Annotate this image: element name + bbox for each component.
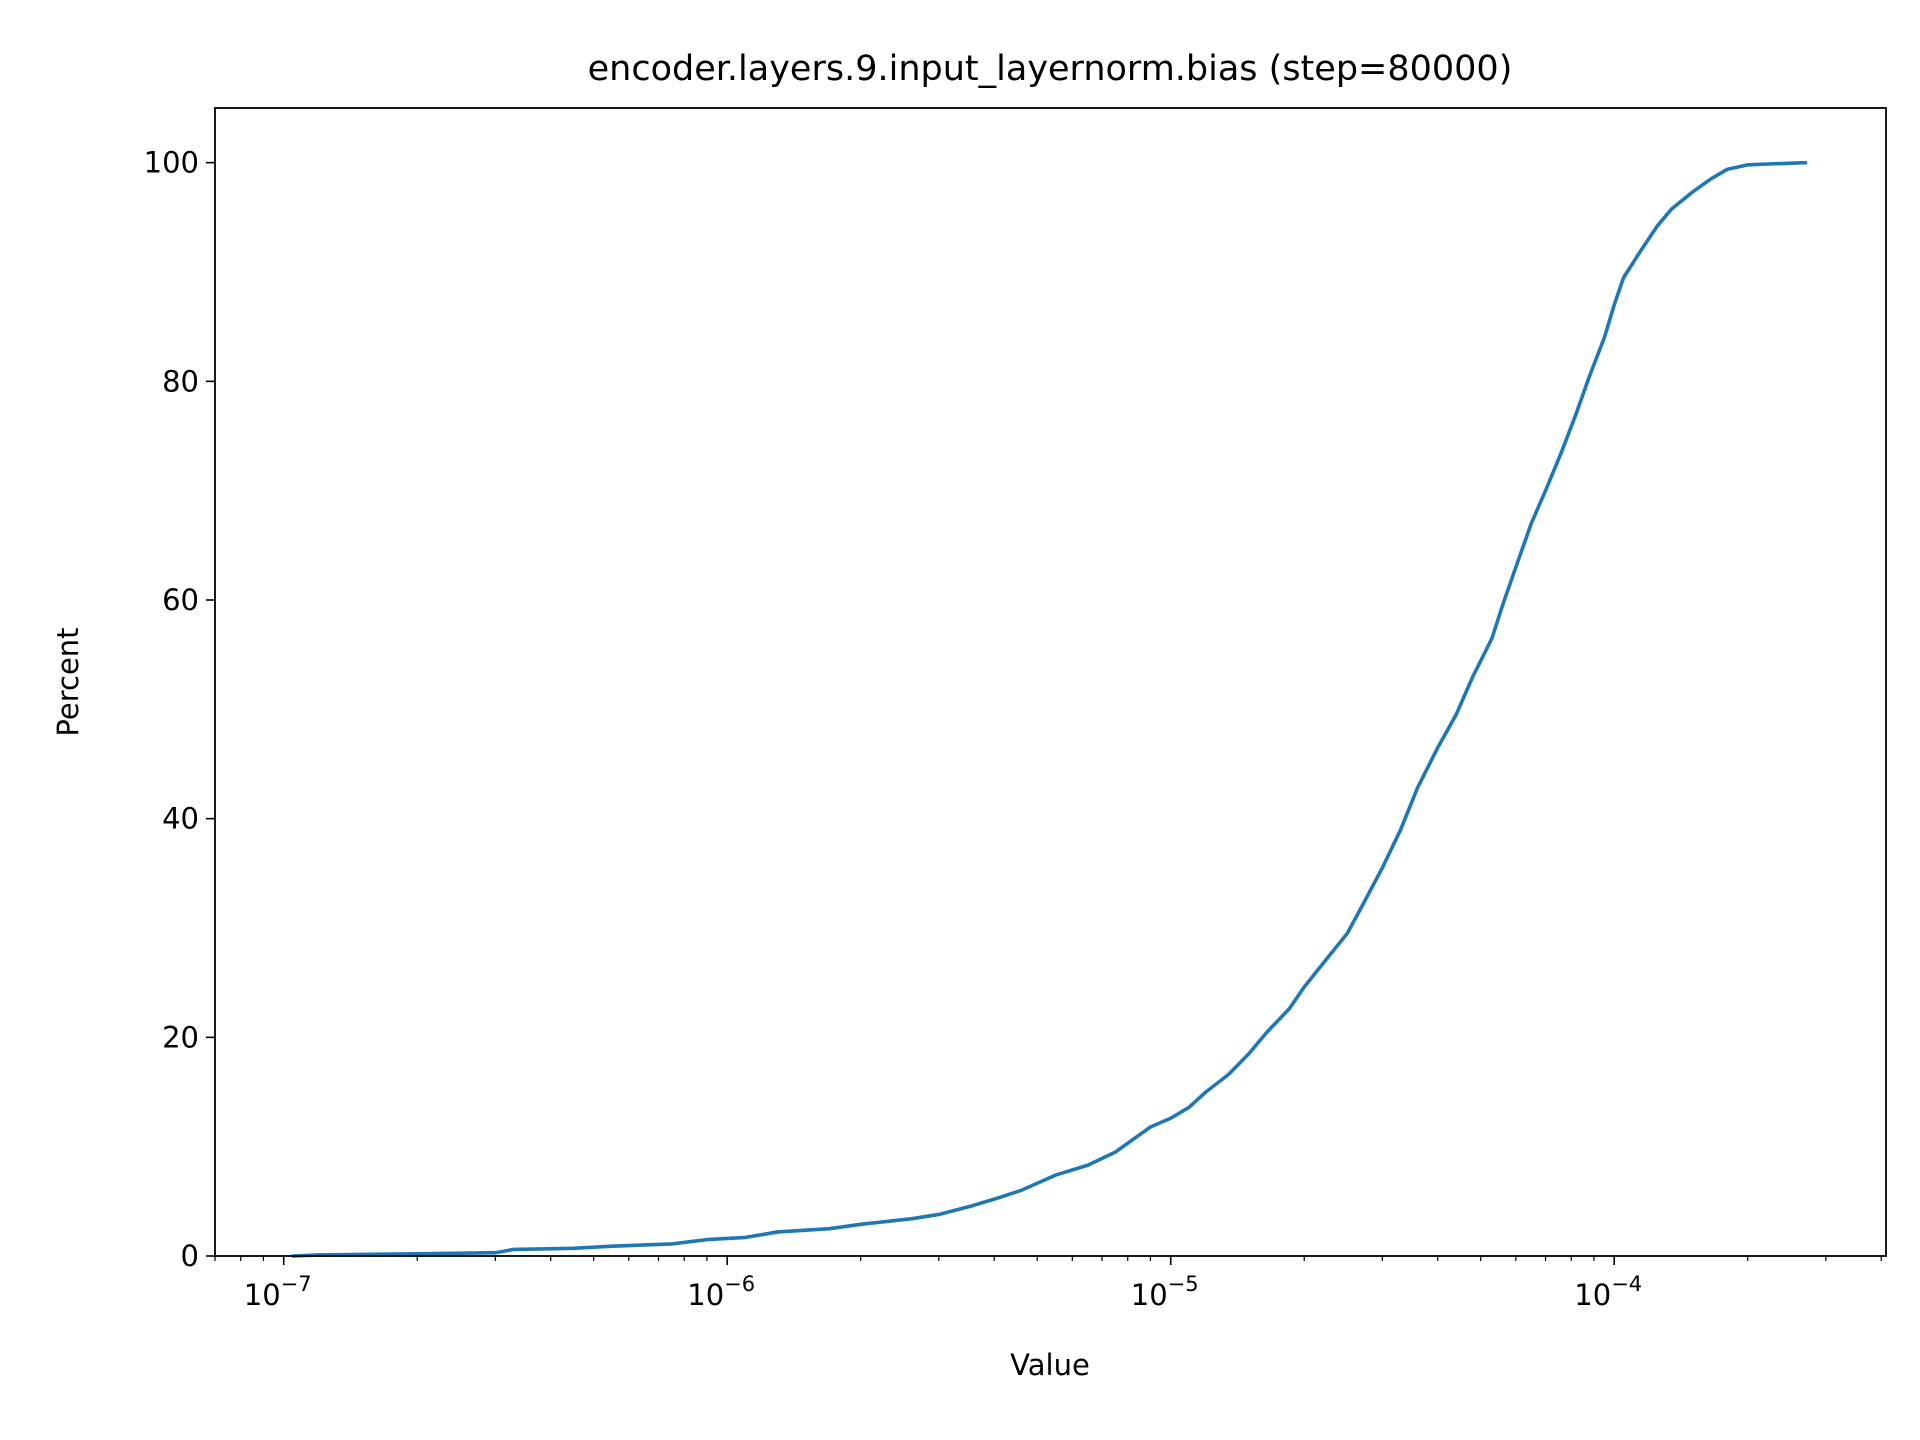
x-axis-label: Value [1010,1348,1090,1382]
y-tick-label: 0 [181,1239,199,1273]
y-tick-label: 80 [162,364,199,398]
y-axis-label: Percent [51,627,85,736]
y-tick-label: 40 [162,802,199,836]
y-axis-ticks: 0 20 40 60 80 100 [144,146,215,1273]
y-tick-label: 60 [162,583,199,617]
series-line [291,160,1808,1258]
chart-title: encoder.layers.9.input_layernorm.bias (s… [588,49,1513,89]
x-tick-label: 10−4 [1574,1272,1642,1312]
y-tick-label: 20 [162,1020,199,1054]
y-tick-label: 100 [144,146,199,180]
axes-frame [214,107,1887,1257]
x-tick-label: 10−6 [687,1272,755,1312]
x-tick-label: 10−5 [1131,1272,1199,1312]
x-axis-ticks: 10−7 10−6 10−5 10−4 [214,1256,1882,1312]
plot-area [291,160,1808,1258]
x-tick-label: 10−7 [244,1272,312,1312]
